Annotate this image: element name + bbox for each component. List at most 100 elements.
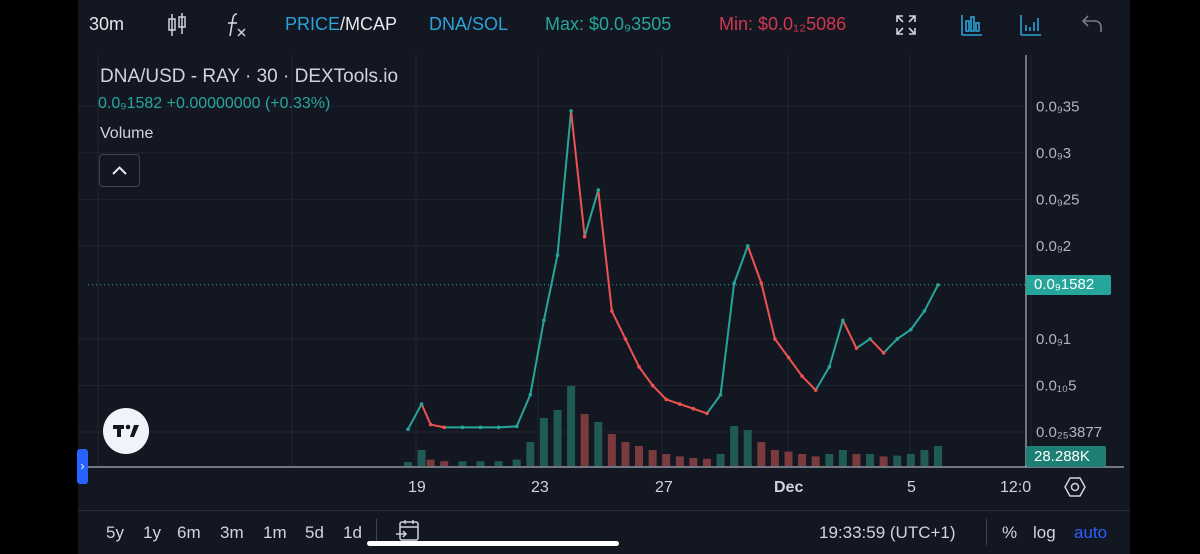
volume-chart-icon[interactable] <box>1019 13 1043 42</box>
range-5y[interactable]: 5y <box>106 523 124 542</box>
interval-button[interactable]: 30m <box>89 14 125 34</box>
volume-bar <box>675 456 684 466</box>
volume-bar <box>417 450 426 466</box>
time-label-23: 23 <box>531 479 549 496</box>
candles-icon[interactable] <box>167 12 187 43</box>
price-segment <box>665 398 681 406</box>
volume-tag: 28.288K <box>1026 446 1106 467</box>
divider <box>376 519 377 545</box>
current-price-tag: 0.0₉1582 <box>1026 274 1111 295</box>
price-tick-label: 0.0₁₀5 <box>1036 377 1076 394</box>
fx-indicators-icon[interactable] <box>225 12 247 43</box>
price-tick-label: 0.0₉2 <box>1036 238 1071 255</box>
home-indicator <box>367 541 619 546</box>
price-segment <box>583 189 600 237</box>
log-scale-button[interactable]: log <box>1033 523 1056 542</box>
divider <box>986 519 987 545</box>
price-segment <box>624 338 640 368</box>
date-range-icon[interactable] <box>394 518 420 549</box>
price-point <box>922 309 927 313</box>
range-1y[interactable]: 1y <box>143 523 161 542</box>
settings-icon[interactable] <box>1064 476 1086 503</box>
min-price-label: Min: $0.0₁₂5086 <box>719 14 847 34</box>
price-point <box>786 355 791 360</box>
volume-bar <box>553 410 562 466</box>
clock-timezone[interactable]: 19:33:59 (UTC+1) <box>819 523 956 542</box>
price-point <box>854 346 859 351</box>
price-point <box>881 351 886 355</box>
range-1m[interactable]: 1m <box>263 523 287 542</box>
price-point <box>677 402 682 406</box>
volume-bar <box>716 454 725 466</box>
price-segment <box>407 403 423 430</box>
legend-volume: Volume <box>100 125 154 142</box>
volume-bar <box>594 422 603 466</box>
price-mcap-toggle[interactable]: PRICE/MCAP <box>285 13 397 35</box>
mcap-label[interactable]: MCAP <box>345 14 398 34</box>
price-point <box>460 425 465 430</box>
bar-chart-icon[interactable] <box>960 13 984 42</box>
price-point <box>623 337 628 341</box>
auto-scale-button[interactable]: auto <box>1074 523 1108 542</box>
price-point <box>841 318 845 323</box>
volume-bar <box>852 454 861 466</box>
price-segment <box>760 282 776 340</box>
volume-bar <box>893 455 902 466</box>
time-label-dec: Dec <box>774 479 804 496</box>
price-segment <box>430 423 445 429</box>
tradingview-logo-icon[interactable] <box>103 408 149 454</box>
range-1d[interactable]: 1d <box>343 523 362 542</box>
price-tick-label: 0.0₉3 <box>1036 145 1071 162</box>
price-segment <box>693 407 708 415</box>
price-series <box>88 109 1026 432</box>
percent-scale-button[interactable]: % <box>1002 523 1018 542</box>
price-point <box>705 411 709 416</box>
price-chart[interactable]: 0.0₉35 0.0₉3 0.0₉25 0.0₉2 0.0₉1 0.0₁₀5 0.0₂₅38… <box>78 0 1130 554</box>
price-point <box>895 337 900 341</box>
price-segment <box>801 375 817 391</box>
price-segment <box>556 110 573 256</box>
time-label-19: 19 <box>408 479 426 496</box>
price-point <box>745 244 750 248</box>
price-point <box>528 392 533 397</box>
time-label-5: 5 <box>907 479 916 496</box>
pair-selector[interactable]: DNA/SOL <box>429 14 509 34</box>
chevron-right-icon: › <box>80 459 85 473</box>
price-point <box>813 388 818 392</box>
volume-series <box>404 386 942 466</box>
price-tick-label: 0.0₉25 <box>1036 191 1079 208</box>
volume-bar <box>567 386 576 466</box>
price-segment <box>828 320 844 368</box>
range-5d[interactable]: 5d <box>305 523 324 542</box>
volume-bar <box>702 458 711 466</box>
price-point <box>909 327 913 332</box>
volume-bar <box>770 450 779 466</box>
collapse-legend-button[interactable] <box>99 154 140 187</box>
price-tick-label: 0.0₉35 <box>1036 98 1079 115</box>
price-point <box>514 424 519 429</box>
volume-bar <box>580 414 589 466</box>
volume-bar <box>906 454 915 466</box>
volume-bar <box>743 430 752 466</box>
price-point <box>664 397 669 402</box>
undo-icon[interactable] <box>1081 14 1103 39</box>
side-panel-handle[interactable]: › <box>77 449 88 484</box>
range-6m[interactable]: 6m <box>177 523 201 542</box>
chart-grid <box>78 55 1032 466</box>
volume-bar <box>730 426 739 466</box>
price-segment <box>910 310 926 331</box>
range-3m[interactable]: 3m <box>220 523 244 542</box>
volume-bar <box>784 451 793 466</box>
price-label[interactable]: PRICE <box>285 14 341 34</box>
volume-bar <box>920 450 929 466</box>
fullscreen-icon[interactable] <box>895 14 917 41</box>
price-point <box>718 392 723 397</box>
price-segment <box>855 338 871 350</box>
price-point <box>610 309 614 313</box>
price-segment <box>597 189 613 312</box>
time-label-12: 12:0 <box>1000 479 1032 496</box>
price-segment <box>651 384 667 401</box>
toggle-separator: / <box>340 14 346 34</box>
volume-bar <box>879 456 888 466</box>
